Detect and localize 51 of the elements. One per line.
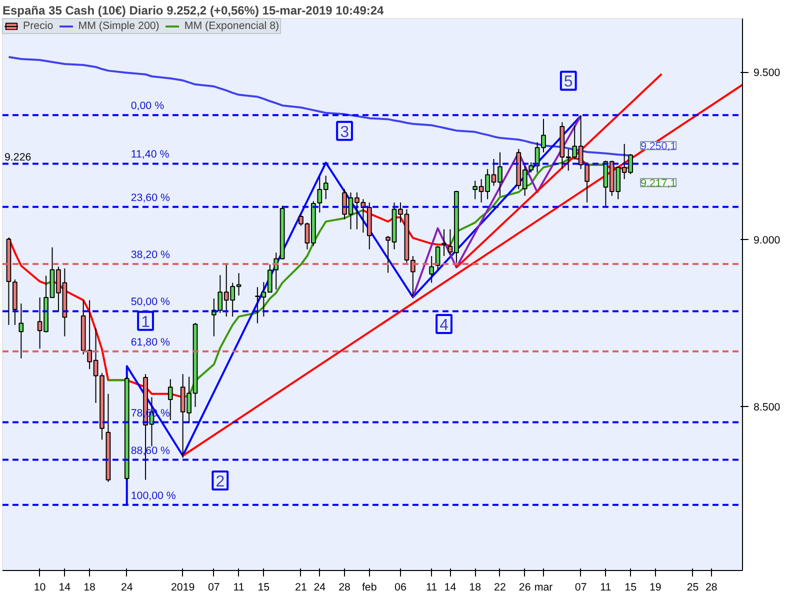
- x-tick-label: 28: [338, 582, 351, 594]
- annotation: 3: [340, 124, 350, 141]
- annotation: 100,00 %: [130, 490, 176, 502]
- x-tick-label: 15: [624, 582, 637, 594]
- x-tick-label: 11: [426, 582, 438, 594]
- x-tick-label: 11: [233, 582, 244, 594]
- x-tick-label: 19: [650, 582, 662, 594]
- candlestick: [584, 162, 590, 203]
- x-tick-label: mar: [534, 582, 554, 594]
- x-tick-label: 07: [208, 582, 220, 594]
- x-tick-label: 26: [518, 582, 531, 594]
- candlestick: [442, 228, 446, 257]
- x-tick-label: 24: [314, 582, 326, 594]
- annotation: 9.226: [4, 152, 32, 164]
- annotation: 5: [564, 74, 573, 91]
- x-tick-label: 06: [394, 582, 406, 594]
- x-tick-label: 28: [705, 582, 718, 594]
- legend-label: MM (Exponencial 8): [184, 20, 280, 32]
- y-tick-label: 9.500: [754, 67, 780, 80]
- x-tick-label: 22: [494, 582, 506, 594]
- x-tick-label: 2019: [170, 582, 195, 594]
- annotation: 61,80 %: [130, 336, 170, 348]
- annotation: 4: [440, 316, 449, 334]
- legend-label: MM (Simple 200): [78, 20, 160, 32]
- annotation: 50,00 %: [130, 296, 170, 308]
- annotation: 2: [216, 474, 225, 491]
- x-tick-label: 21: [295, 582, 307, 594]
- x-tick-label: 14: [58, 582, 71, 594]
- x-tick-label: 07: [574, 582, 587, 594]
- x-tick-label: feb: [362, 582, 377, 594]
- x-tick-label: 25: [686, 582, 699, 594]
- x-tick-label: 14: [444, 582, 456, 594]
- annotation: 11,40 %: [130, 148, 170, 161]
- x-tick-label: 10: [34, 582, 46, 594]
- x-tick-label: 15: [258, 582, 270, 594]
- candlestick: [18, 303, 24, 359]
- annotation: 38,20 %: [130, 249, 170, 262]
- y-tick-label: 8.500: [754, 402, 780, 414]
- x-tick-label: 11: [600, 582, 612, 594]
- x-tick-label: 18: [469, 582, 482, 594]
- annotation: 23,60 %: [130, 192, 170, 204]
- annotation: 0,00 %: [130, 100, 165, 112]
- x-tick-label: 18: [84, 582, 96, 594]
- annotation: 1: [141, 314, 150, 331]
- data-label: 9.217,1: [640, 178, 676, 190]
- legend-label: Precio: [23, 20, 54, 32]
- y-tick-label: 9.000: [754, 234, 780, 246]
- x-tick-label: 24: [120, 582, 133, 594]
- chart-title: España 35 Cash (10€) Diario 9.252,2 (+0,56%) 15-mar-2019 10:49:24: [2, 4, 384, 18]
- line-series: [412, 114, 582, 298]
- candlestick: [429, 256, 434, 284]
